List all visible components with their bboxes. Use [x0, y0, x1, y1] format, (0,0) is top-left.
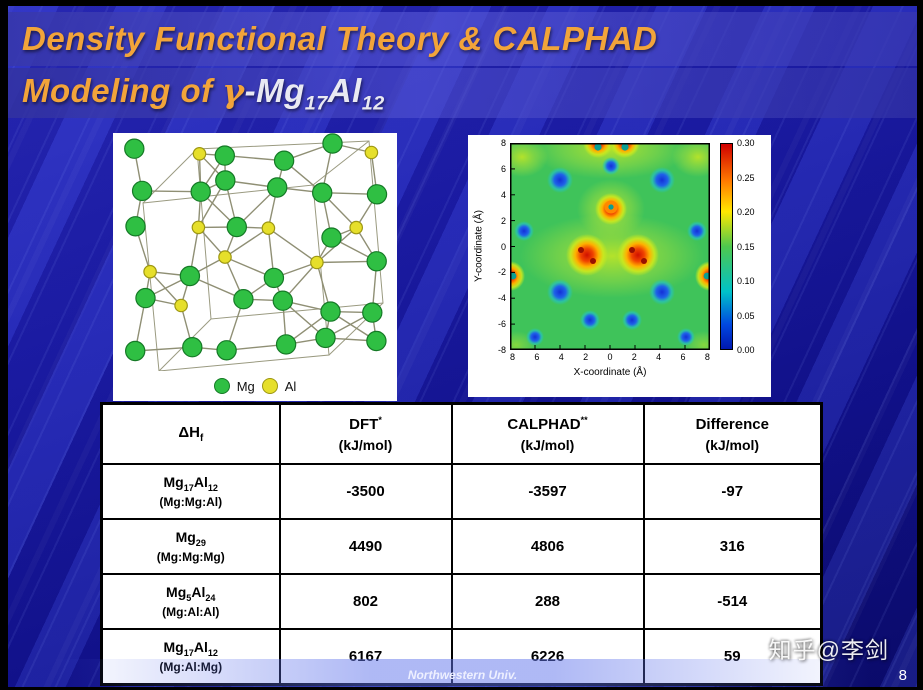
contour-x-ticks: 8 6 4 2 0 2 4 6 8 — [510, 352, 710, 362]
table-row: Mg5Al24 (Mg:Al:Al) 802 288 -514 — [100, 573, 823, 630]
dft-value: 4490 — [278, 518, 453, 575]
tick-label: 6 — [534, 352, 540, 362]
tick-label: 8 — [510, 352, 516, 362]
contour-plot-area — [495, 119, 725, 359]
col-header-dft: DFT* (kJ/mol) — [278, 402, 453, 465]
tick-label: 0.30 — [737, 138, 755, 148]
title-formula: -Mg17Al12 — [244, 71, 385, 115]
tick-label: 4 — [656, 352, 662, 362]
compound-cell: Mg17Al12 (Mg:Mg:Al) — [100, 463, 281, 520]
al-legend-dot — [261, 378, 278, 394]
mg-legend-dot — [213, 378, 230, 394]
tick-label: 0.20 — [737, 207, 755, 217]
tick-label: 0.05 — [737, 310, 755, 321]
tick-label: 0 — [500, 241, 506, 252]
tick-label: -8 — [497, 345, 506, 355]
table-row: Mg17Al12 (Mg:Mg:Al) -3500 -3597 -97 — [100, 463, 823, 520]
tick-label: 6 — [680, 352, 686, 362]
tick-label: 8 — [704, 352, 710, 362]
calphad-value: 4806 — [450, 518, 645, 575]
gamma-symbol: γ — [222, 70, 245, 110]
slide-title-line2: Modeling of γ-Mg17Al12 — [22, 71, 385, 116]
col-header-difference: Difference (kJ/mol) — [642, 402, 823, 465]
tick-label: -4 — [497, 293, 506, 304]
tick-label: 0.15 — [737, 241, 755, 252]
tick-label: 4 — [500, 189, 506, 200]
colorbar-tick-labels: 0.30 0.25 0.20 0.15 0.10 0.05 0.00 — [737, 138, 769, 355]
tick-label: 2 — [583, 352, 589, 362]
crystal-structure-figure: Mg Al — [113, 133, 397, 401]
compound-cell: Mg29 (Mg:Mg:Mg) — [100, 518, 281, 575]
tick-label: 0.25 — [737, 172, 755, 183]
contour-y-axis-label: Y-coordinate (Å) — [473, 210, 485, 282]
contour-plot-figure: Y-coordinate (Å) 8 6 4 2 0 -2 -4 -6 -8 — [468, 119, 771, 397]
calphad-value: 288 — [450, 573, 645, 630]
col-header-calphad: CALPHAD** (kJ/mol) — [450, 402, 645, 465]
title-band-2: Modeling of γ-Mg17Al12 — [8, 68, 917, 118]
tick-label: 0 — [607, 352, 613, 362]
crystal-structure-image — [124, 133, 388, 371]
table-row: Mg29 (Mg:Mg:Mg) 4490 4806 316 — [100, 518, 823, 575]
difference-value: -514 — [642, 573, 823, 630]
crystal-legend: Mg Al — [113, 371, 397, 401]
contour-heatmap-image — [495, 119, 725, 359]
contour-x-axis-label: X-coordinate (Å) — [573, 367, 647, 378]
unit-cell-wireframe — [142, 140, 384, 371]
footer-band — [8, 659, 917, 687]
colorbar — [720, 143, 733, 350]
results-table: ΔHf DFT* (kJ/mol) CALPHAD** (kJ/mol) Diffe… — [100, 402, 823, 686]
compound-cell: Mg5Al24 (Mg:Al:Al) — [100, 573, 281, 630]
slide-title-line1: Density Functional Theory & CALPHAD — [22, 20, 658, 57]
tick-label: 4 — [558, 352, 564, 362]
tick-label: 0.00 — [737, 345, 755, 355]
tick-label: -2 — [497, 267, 506, 278]
col-header-enthalpy: ΔHf — [100, 402, 281, 465]
tick-label: 0.10 — [737, 276, 755, 286]
dft-value: 802 — [278, 573, 453, 630]
tick-label: 2 — [500, 215, 506, 226]
difference-value: -97 — [642, 463, 823, 520]
page-number: 8 — [898, 667, 907, 684]
affiliation-text: Northwestern Univ. — [407, 668, 518, 682]
contour-y-ticks: 8 6 4 2 0 -2 -4 -6 -8 — [488, 138, 506, 355]
tick-label: 2 — [631, 352, 637, 362]
table-header-row: ΔHf DFT* (kJ/mol) CALPHAD** (kJ/mol) Diffe… — [100, 402, 823, 465]
calphad-value: -3597 — [450, 463, 645, 520]
mg-legend-label: Mg — [236, 378, 255, 394]
tick-label: -6 — [497, 319, 506, 330]
difference-value: 316 — [642, 518, 823, 575]
tick-label: 8 — [500, 138, 506, 148]
watermark-text: 知乎@李剑 — [768, 637, 889, 663]
slide: Density Functional Theory & CALPHAD Mode… — [8, 6, 917, 687]
al-legend-label: Al — [284, 378, 297, 394]
title-line2-prefix: Modeling of — [22, 71, 223, 109]
dft-value: -3500 — [278, 463, 453, 520]
tick-label: 6 — [500, 163, 506, 174]
title-band-1: Density Functional Theory & CALPHAD — [8, 12, 917, 66]
